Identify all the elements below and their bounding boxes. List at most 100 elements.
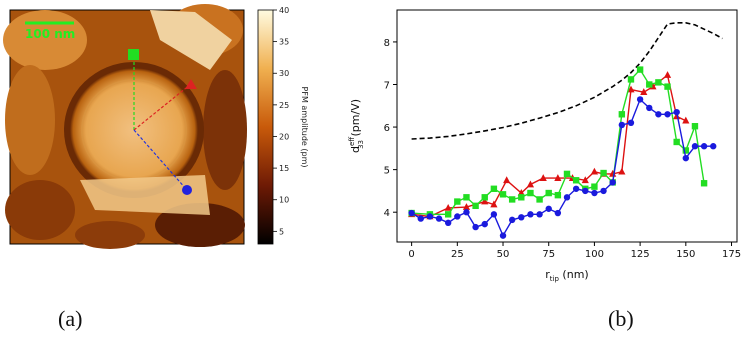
x-tick-label: 50 <box>497 249 510 260</box>
y-tick-label: 8 <box>384 38 390 49</box>
data-point-circle <box>426 213 434 220</box>
data-point-triangle <box>526 180 535 188</box>
data-point-square <box>636 66 644 73</box>
data-point-triangle <box>490 200 498 208</box>
axis-ticks: 0 25 50 75 100 125 150 175 4 5 6 7 8 <box>384 38 741 260</box>
data-point-triangle <box>627 85 635 93</box>
x-tick-label: 75 <box>542 249 555 260</box>
data-point-circle <box>646 104 653 112</box>
data-point-triangle <box>673 112 681 120</box>
data-point-circle <box>572 185 580 192</box>
data-point-square <box>554 191 562 199</box>
data-point-circle <box>444 219 452 227</box>
colorbar-tick-label: 40 <box>279 6 289 15</box>
data-point-circle <box>582 187 589 195</box>
data-point-triangle <box>649 82 657 90</box>
data-point-triangle <box>539 174 547 181</box>
x-tick-label: 100 <box>585 249 604 260</box>
data-point-circle <box>563 194 571 201</box>
scale-bar-label: 100 nm <box>25 27 75 41</box>
data-point-circle <box>518 214 525 221</box>
data-point-triangle <box>444 203 452 211</box>
data-point-triangle <box>503 176 511 184</box>
data-point-square <box>444 211 452 218</box>
data-point-circle <box>682 154 690 162</box>
data-point-square <box>627 76 635 83</box>
data-point-circle <box>700 143 708 150</box>
data-point-square <box>655 79 662 86</box>
data-point-triangle <box>462 203 471 210</box>
data-point-circle <box>636 96 644 103</box>
data-point-square <box>508 196 516 203</box>
data-point-circle <box>664 111 671 118</box>
data-point-square <box>536 196 543 203</box>
data-point-square <box>591 183 598 190</box>
data-point-triangle <box>554 174 562 181</box>
data-point-circle <box>545 205 552 212</box>
data-point-square <box>490 185 498 192</box>
data-point-square <box>700 180 708 187</box>
colorbar-tick-label: 5 <box>279 227 284 236</box>
data-point-square <box>673 138 680 146</box>
x-tick-label: 0 <box>408 249 414 260</box>
colorbar-ticks: 5 10 15 20 25 30 35 40 <box>273 6 289 236</box>
series-line-0 <box>411 21 723 140</box>
profile-chart-panel: 0 25 50 75 100 125 150 175 4 5 6 7 8 rtip (nm) deff3… <box>345 0 745 290</box>
series-line-3 <box>411 98 714 238</box>
x-tick-label: 25 <box>451 249 464 260</box>
x-tick-label: 125 <box>631 249 650 260</box>
data-point-circle <box>536 211 543 218</box>
red-profile-line <box>133 83 192 131</box>
data-point-square <box>563 170 571 178</box>
data-point-square <box>472 202 479 210</box>
data-point-circle <box>618 121 626 129</box>
data-point-square <box>545 189 552 197</box>
data-point-circle <box>673 108 680 116</box>
panel-label-b: (b) <box>608 306 634 331</box>
pfm-map-svg: 100 nm 5 10 15 20 25 30 35 40 PFM amplitude (pm… <box>3 4 309 249</box>
data-point-circle <box>627 119 635 127</box>
data-point-circle <box>591 189 598 197</box>
data-point-circle <box>527 211 534 218</box>
data-point-triangle <box>640 88 648 95</box>
pfm-map-panel: 100 nm 5 10 15 20 25 30 35 40 PFM amplitude (pm… <box>0 0 330 260</box>
y-tick-label: 5 <box>384 166 390 177</box>
colorbar-tick-label: 35 <box>279 38 289 47</box>
data-point-square <box>600 169 607 177</box>
data-point-square <box>481 194 488 201</box>
data-point-circle <box>508 216 516 224</box>
data-point-circle <box>481 220 488 228</box>
y-tick-label: 6 <box>384 123 390 134</box>
y-axis-label: deff33 (pm/V) <box>348 99 365 153</box>
x-tick-label: 150 <box>676 249 695 260</box>
data-point-triangle <box>682 116 690 124</box>
data-point-circle <box>408 209 415 217</box>
red-triangle-marker <box>185 79 197 89</box>
data-point-circle <box>554 209 562 217</box>
data-point-square <box>618 111 626 118</box>
data-point-circle <box>499 232 507 239</box>
data-point-square <box>499 191 507 198</box>
panel-label-a: (a) <box>58 306 83 331</box>
data-point-circle <box>655 111 662 118</box>
colorbar-tick-label: 30 <box>279 69 289 78</box>
data-point-triangle <box>590 167 599 175</box>
data-point-square <box>527 189 534 197</box>
x-axis-label: rtip (nm) <box>545 268 588 283</box>
data-point-circle <box>710 143 717 150</box>
blue-profile-line <box>133 129 188 191</box>
data-point-circle <box>600 187 607 195</box>
series-layer <box>408 21 723 239</box>
data-point-triangle <box>581 176 589 184</box>
green-square-marker <box>128 49 139 60</box>
plot-area <box>396 9 738 243</box>
data-point-square <box>454 198 461 205</box>
data-point-circle <box>609 179 616 186</box>
colorbar-tick-label: 20 <box>279 132 289 141</box>
data-point-square <box>682 147 690 154</box>
data-point-circle <box>472 223 479 231</box>
y-tick-label: 4 <box>384 208 390 219</box>
colorbar-label: PFM amplitude (pm) <box>300 87 309 168</box>
data-point-circle <box>463 209 470 216</box>
y-tick-label: 7 <box>384 80 390 91</box>
